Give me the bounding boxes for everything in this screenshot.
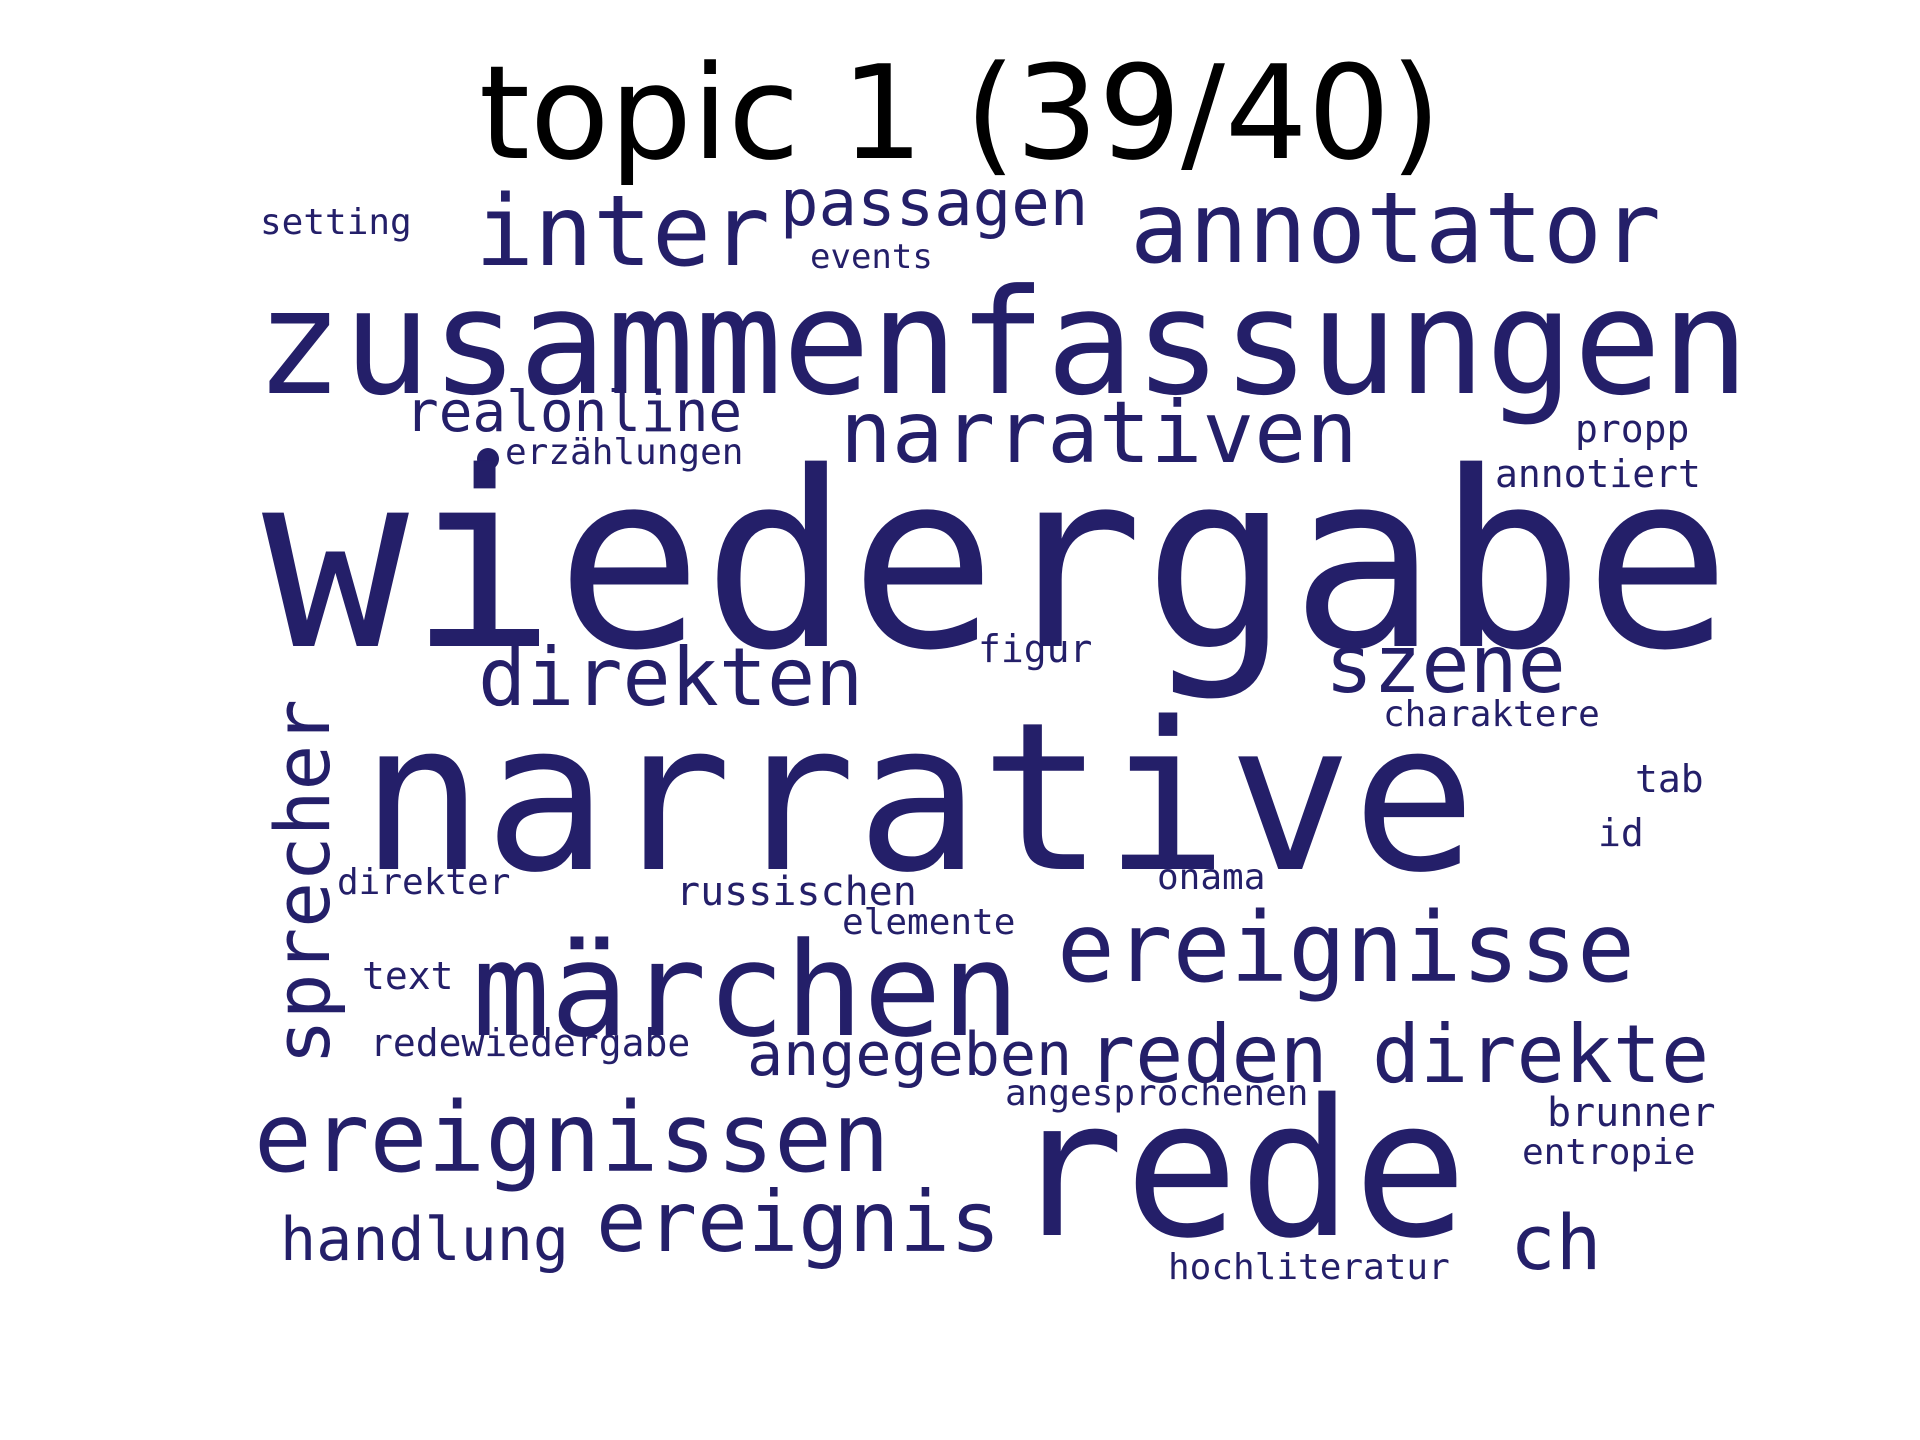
figure-title: topic 1 (39/40) bbox=[478, 37, 1442, 189]
stray-dot-glyph bbox=[477, 448, 499, 470]
word-ereignissen: ereignissen bbox=[254, 1082, 890, 1194]
word-russischen: russischen bbox=[676, 869, 917, 915]
word-narrativen: narrativen bbox=[840, 383, 1358, 483]
word-onama: onama bbox=[1157, 857, 1266, 898]
word-annotiert: annotiert bbox=[1495, 452, 1701, 496]
word-passagen: passagen bbox=[780, 167, 1089, 241]
word-angesprochenen: angesprochenen bbox=[1005, 1073, 1309, 1114]
word-narrative: narrative bbox=[360, 678, 1477, 918]
word-direkte: direkte bbox=[1372, 1008, 1710, 1101]
word-text: text bbox=[362, 954, 454, 998]
word-direkter: direkter bbox=[337, 862, 511, 903]
word-erzaehlungen: erzählungen bbox=[505, 432, 744, 473]
word-setting: setting bbox=[260, 202, 412, 243]
word-sprecher: sprecher bbox=[258, 698, 347, 1065]
word-maerchen: märchen bbox=[472, 914, 1020, 1066]
word-propp: propp bbox=[1575, 407, 1690, 451]
word-ch: ch bbox=[1510, 1198, 1602, 1287]
word-reden: reden bbox=[1087, 1008, 1328, 1101]
word-redewiedergabe: redewiedergabe bbox=[370, 1021, 691, 1065]
word-angegeben: angegeben bbox=[747, 1020, 1073, 1090]
word-events: events bbox=[810, 237, 933, 277]
word-elemente: elemente bbox=[842, 902, 1016, 943]
word-handlung: handlung bbox=[280, 1205, 569, 1275]
word-hochliteratur: hochliteratur bbox=[1168, 1247, 1450, 1288]
word-szene: szene bbox=[1325, 618, 1566, 711]
word-rede: rede bbox=[1010, 1059, 1468, 1280]
word-zusammenfassungen: zusammenfassungen bbox=[255, 258, 1750, 428]
word-id: id bbox=[1598, 811, 1644, 855]
word-charaktere: charaktere bbox=[1383, 694, 1600, 735]
word-ereignisse: ereignisse bbox=[1057, 892, 1635, 1004]
word-annotator: annotator bbox=[1130, 172, 1662, 286]
word-wiedergabe: wiedergabe bbox=[262, 420, 1732, 704]
word-direkten: direkten bbox=[478, 631, 864, 724]
word-realonline: realonline bbox=[405, 380, 743, 445]
word-figur: figur bbox=[978, 627, 1093, 671]
word-inter: inter bbox=[475, 175, 771, 289]
word-ereignis: ereignis bbox=[596, 1173, 1001, 1271]
word-brunner: brunner bbox=[1547, 1090, 1716, 1136]
word-tab: tab bbox=[1635, 757, 1704, 801]
word-entropie: entropie bbox=[1522, 1132, 1696, 1173]
